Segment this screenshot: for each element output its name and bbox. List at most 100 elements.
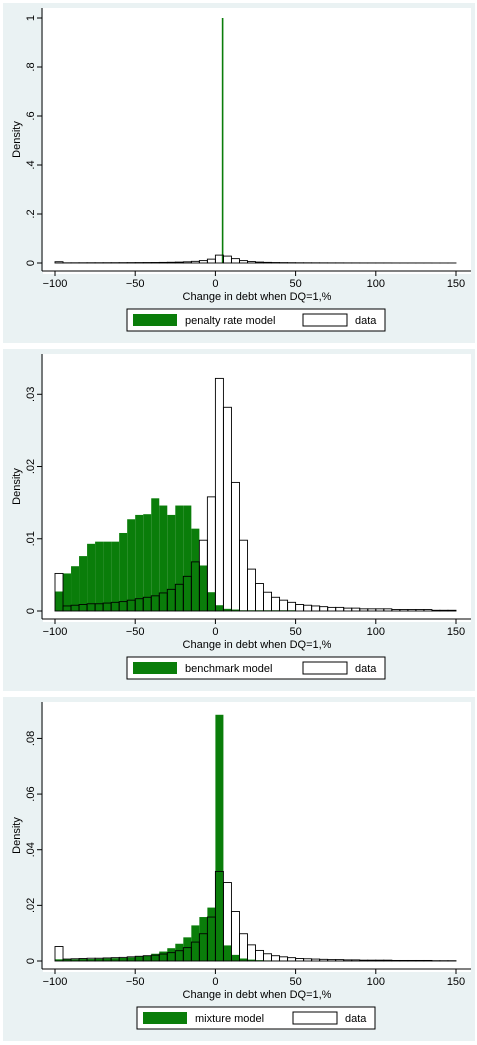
legend-label-model: benchmark model xyxy=(185,663,272,675)
model-bar xyxy=(111,958,120,961)
x-tick-label: −50 xyxy=(126,976,145,988)
x-axis-title: Change in debt when DQ=1,% xyxy=(183,291,332,303)
y-tick-label: .4 xyxy=(25,160,37,169)
x-tick-label: 150 xyxy=(447,626,465,638)
model-bar xyxy=(199,917,208,961)
y-tick-label: .06 xyxy=(25,786,37,801)
model-bar xyxy=(87,543,96,611)
x-tick-label: 0 xyxy=(212,278,218,290)
model-bar xyxy=(199,565,208,611)
model-bar xyxy=(127,957,136,961)
x-tick-label: 50 xyxy=(289,626,301,638)
model-bar xyxy=(191,528,200,611)
model-bar xyxy=(103,958,112,961)
x-tick-label: −100 xyxy=(43,626,68,638)
histogram-penalty-rate: −100 −50 0 50 100 150 0 .2 .4 .6 .8 1 Change in debt… xyxy=(11,8,471,332)
x-tick-label: 50 xyxy=(289,976,301,988)
data-bar xyxy=(150,262,160,264)
y-tick-label: 0 xyxy=(25,608,37,614)
data-bar xyxy=(383,959,393,962)
legend-label-data: data xyxy=(345,1013,367,1025)
model-bar xyxy=(119,957,128,961)
model-bar xyxy=(159,951,168,961)
legend-swatch-data xyxy=(302,313,348,327)
y-axis-title: Density xyxy=(11,817,23,854)
model-bar xyxy=(175,505,184,611)
data-bar xyxy=(54,946,64,962)
model-bar xyxy=(231,609,240,611)
model-bar xyxy=(151,498,160,611)
y-tick-label: .02 xyxy=(25,459,37,474)
data-bar xyxy=(54,572,64,612)
legend-label-model: mixture model xyxy=(195,1013,264,1025)
data-bar xyxy=(407,959,417,962)
y-tick-label: 0 xyxy=(25,260,37,266)
model-bar xyxy=(63,959,72,961)
model-bar xyxy=(119,532,128,611)
x-axis-title: Change in debt when DQ=1,% xyxy=(183,989,332,1001)
x-tick-label: 0 xyxy=(212,626,218,638)
legend-label-data: data xyxy=(355,663,377,675)
model-bar xyxy=(135,514,144,611)
model-bar xyxy=(55,959,64,961)
model-bar xyxy=(111,541,120,611)
model-bar xyxy=(71,959,80,961)
model-bar xyxy=(79,556,88,611)
x-tick-label: −50 xyxy=(126,278,145,290)
model-bar xyxy=(127,519,136,611)
data-bar xyxy=(54,261,64,264)
y-axis-title: Density xyxy=(11,121,23,158)
model-bar xyxy=(221,18,224,263)
model-bar xyxy=(175,943,184,961)
x-tick-label: −100 xyxy=(43,278,68,290)
data-bar xyxy=(415,959,425,962)
chart-panel-penalty-rate: −100 −50 0 50 100 150 0 .2 .4 .6 .8 1 Change in debt… xyxy=(3,3,475,343)
y-axis-title: Density xyxy=(11,468,23,505)
y-tick-label: 0 xyxy=(25,958,37,964)
data-bar xyxy=(359,959,369,962)
model-bar xyxy=(55,591,64,611)
y-tick-label: .08 xyxy=(25,731,37,746)
model-bar xyxy=(159,505,168,611)
x-tick-label: 100 xyxy=(367,278,385,290)
x-tick-label: 0 xyxy=(212,976,218,988)
model-bar xyxy=(103,541,112,611)
legend-swatch-data xyxy=(302,661,348,675)
model-bar xyxy=(151,953,160,961)
x-tick-label: −100 xyxy=(43,976,68,988)
model-bar xyxy=(223,945,232,961)
data-bar xyxy=(399,959,409,962)
model-bar xyxy=(87,959,96,961)
legend-swatch-model xyxy=(133,314,177,326)
model-bar xyxy=(79,959,88,961)
y-tick-label: 1 xyxy=(25,15,37,21)
y-tick-label: .01 xyxy=(25,531,37,546)
legend-label-model: penalty rate model xyxy=(185,315,276,327)
data-bar xyxy=(447,609,457,612)
legend-swatch-data xyxy=(292,1011,338,1025)
x-axis-title: Change in debt when DQ=1,% xyxy=(183,639,332,651)
y-tick-label: .03 xyxy=(25,387,37,402)
legend-swatch-model xyxy=(133,662,177,674)
model-bar xyxy=(183,937,192,961)
x-tick-label: 150 xyxy=(447,976,465,988)
model-bar xyxy=(247,959,256,961)
model-bar xyxy=(143,514,152,611)
legend-swatch-model xyxy=(143,1012,187,1024)
model-bar xyxy=(95,958,104,961)
x-tick-label: 100 xyxy=(367,626,385,638)
histogram-benchmark: −100 −50 0 50 100 150 0 .01 .02 .03 Change in debt… xyxy=(11,354,471,680)
model-bar xyxy=(231,954,240,961)
chart-panel-mixture: −100 −50 0 50 100 150 0 .02 .04 .06 .08 Change in d… xyxy=(3,697,475,1041)
data-bar xyxy=(431,609,441,612)
x-tick-label: 100 xyxy=(367,976,385,988)
data-bar xyxy=(439,609,449,612)
x-tick-label: 150 xyxy=(447,278,465,290)
model-bar xyxy=(207,592,216,611)
data-bar xyxy=(158,261,168,264)
model-bar xyxy=(223,608,232,611)
legend-label-data: data xyxy=(355,315,377,327)
x-tick-label: −50 xyxy=(126,626,145,638)
y-tick-label: .8 xyxy=(25,62,37,71)
model-bar xyxy=(207,907,216,961)
